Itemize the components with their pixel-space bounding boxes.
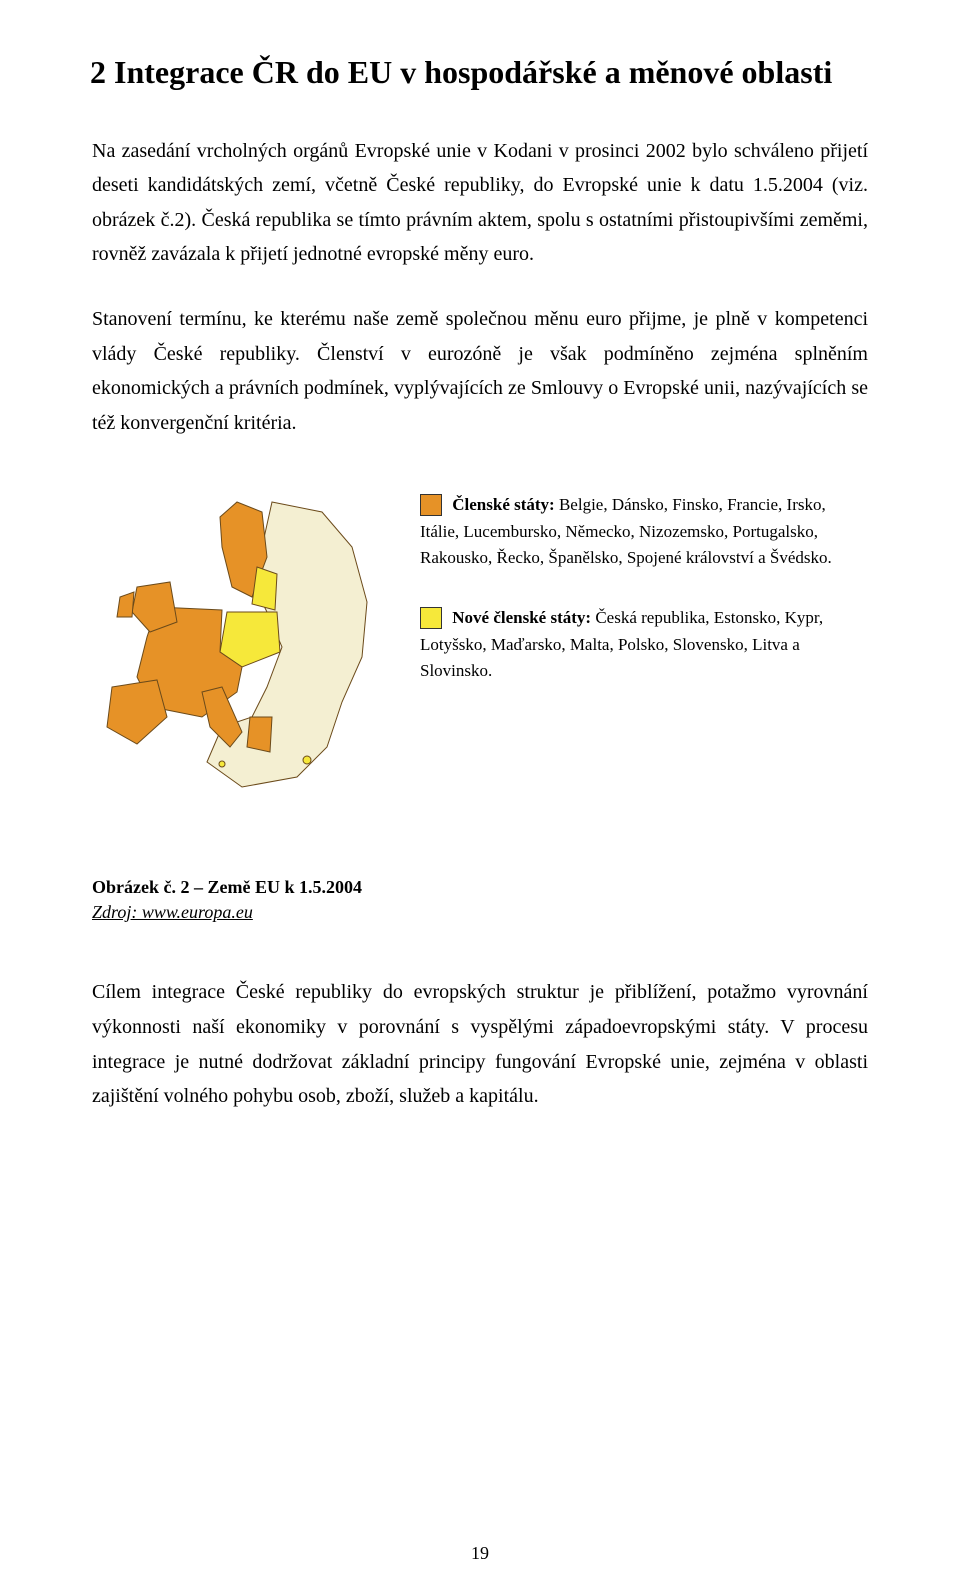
swatch-new-members — [420, 607, 442, 629]
legend-label-members: Členské státy: — [452, 495, 559, 514]
legend-entry-members: Členské státy: Belgie, Dánsko, Finsko, F… — [420, 492, 868, 571]
legend-column: Členské státy: Belgie, Dánsko, Finsko, F… — [412, 492, 868, 797]
eu-map — [92, 492, 392, 792]
map-cyprus — [303, 756, 311, 764]
paragraph-1: Na zasedání vrcholných orgánů Evropské u… — [92, 134, 868, 272]
map-uk-ireland — [132, 582, 177, 632]
map-malta — [219, 761, 225, 767]
map-iberia — [107, 680, 167, 744]
paragraph-3: Cílem integrace České republiky do evrop… — [92, 975, 868, 1113]
section-heading: 2 Integrace ČR do EU v hospodářské a měn… — [92, 48, 868, 98]
legend-entry-new-members: Nové členské státy: Česká republika, Est… — [420, 605, 868, 684]
map-italy — [202, 687, 242, 747]
legend-label-new-members: Nové členské státy: — [452, 608, 595, 627]
map-ireland — [117, 592, 134, 617]
page-number: 19 — [0, 1543, 960, 1564]
map-baltics — [252, 567, 277, 610]
paragraph-2: Stanovení termínu, ke kterému naše země … — [92, 302, 868, 440]
figure-block: Členské státy: Belgie, Dánsko, Finsko, F… — [92, 492, 868, 797]
map-greece — [247, 717, 272, 752]
swatch-members — [420, 494, 442, 516]
figure-source: Zdroj: www.europa.eu — [92, 902, 868, 923]
figure-caption: Obrázek č. 2 – Země EU k 1.5.2004 — [92, 877, 868, 898]
page: 2 Integrace ČR do EU v hospodářské a měn… — [0, 0, 960, 1594]
map-column — [92, 492, 412, 797]
